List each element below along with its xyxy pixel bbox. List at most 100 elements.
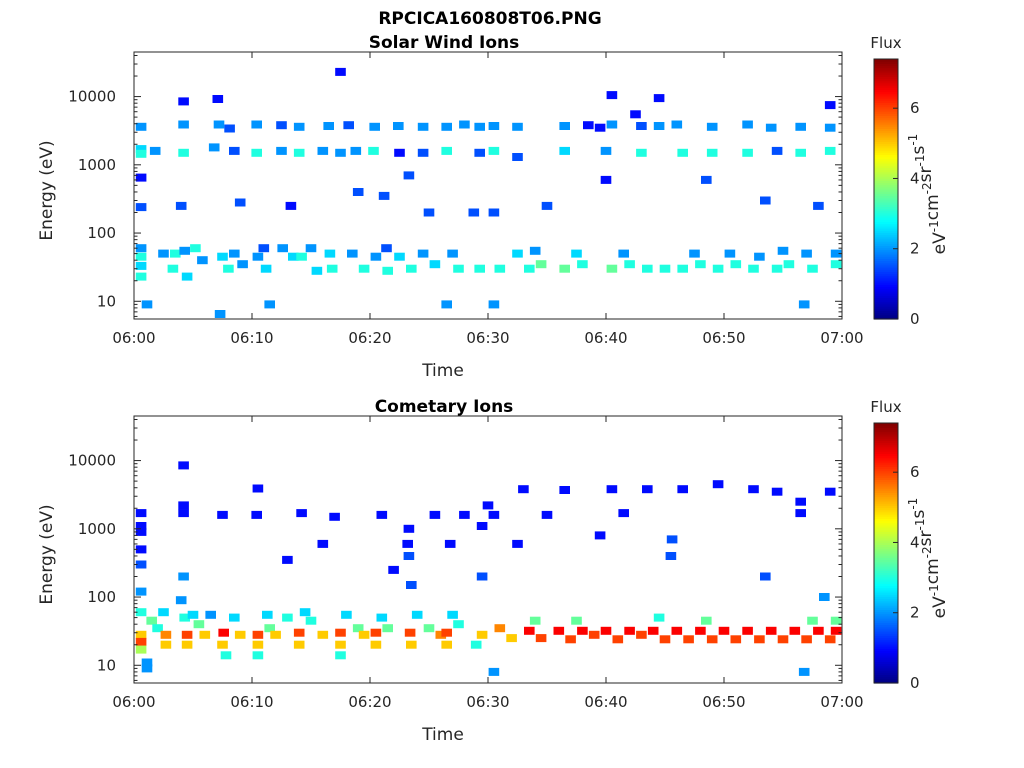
colorbar-gradient-slice (874, 518, 898, 522)
heatmap-cell (636, 122, 647, 130)
heatmap-cell (665, 552, 677, 560)
heatmap-cell (583, 121, 594, 130)
heatmap-cell (234, 198, 246, 207)
colorbar-gradient-slice (874, 100, 898, 103)
colorbar-gradient-slice (874, 284, 898, 288)
colorbar-gradient-slice (874, 74, 898, 77)
colorbar-gradient-slice (874, 61, 898, 64)
colorbar-tick-label: 4 (910, 169, 920, 187)
colorbar-gradient-slice (874, 316, 898, 320)
heatmap-cell (218, 628, 229, 637)
colorbar-gradient-slice (874, 93, 898, 97)
colorbar-gradient-slice (874, 583, 898, 587)
colorbar-gradient-slice (874, 592, 898, 595)
heatmap-cell (237, 260, 248, 269)
heatmap-cell (376, 510, 388, 519)
colorbar-gradient-slice (874, 124, 898, 127)
colorbar-gradient-slice (874, 572, 898, 576)
heatmap-cell (205, 610, 216, 619)
colorbar-gradient-slice (874, 236, 898, 240)
heatmap-cell (830, 616, 842, 625)
units-base: cm (923, 558, 943, 584)
colorbar-gradient-slice (874, 113, 898, 116)
heatmap-cell (341, 610, 352, 619)
heatmap-cell (813, 626, 824, 635)
heatmap-cell (393, 122, 404, 130)
colorbar-gradient-slice (874, 533, 898, 537)
colorbar-gradient-slice (874, 457, 898, 461)
colorbar-gradient-slice (874, 429, 898, 433)
colorbar-gradient-slice (874, 134, 898, 138)
colorbar-gradient-slice (874, 87, 898, 90)
colorbar-tick-label: 2 (910, 240, 920, 258)
colorbar-gradient-slice (874, 178, 898, 181)
heatmap-cell (524, 264, 535, 273)
heatmap-cell (324, 249, 336, 258)
heatmap-cell (606, 264, 618, 273)
heatmap-cell (335, 651, 346, 660)
colorbar-gradient-slice (874, 275, 898, 279)
colorbar-gradient-slice (874, 431, 898, 435)
units-superscript: -1 (913, 155, 927, 167)
colorbar-gradient-slice (874, 215, 898, 218)
heatmap-cell (447, 610, 458, 619)
colorbar-gradient-slice (874, 141, 898, 145)
colorbar-gradient-slice (874, 477, 898, 480)
colorbar-gradient-slice (874, 69, 898, 73)
colorbar-gradient-slice (874, 306, 898, 309)
heatmap-cell (149, 146, 161, 155)
heatmap-cell (135, 145, 147, 154)
units-base: s (909, 146, 929, 155)
y-axis-label: Energy (eV) (37, 504, 57, 604)
heatmap-cell (135, 252, 147, 261)
colorbar-gradient-slice (874, 280, 898, 283)
heatmap-cell (160, 630, 172, 639)
heatmap-cell (352, 188, 364, 196)
colorbar-gradient-slice (874, 602, 898, 606)
colorbar-gradient-slice (874, 165, 898, 168)
colorbar-gradient-slice (874, 108, 898, 112)
heatmap-cell (317, 539, 329, 548)
colorbar-gradient-slice (874, 228, 898, 231)
heatmap-cell (423, 624, 435, 633)
heatmap-cell (588, 630, 600, 639)
heatmap-cell (181, 630, 193, 639)
heatmap-cell (178, 97, 189, 106)
heatmap-cell (220, 651, 232, 660)
heatmap-cell (441, 640, 452, 649)
colorbar-gradient-slice (874, 529, 898, 532)
x-tick-label: 06:20 (348, 329, 391, 347)
heatmap-cell (178, 461, 189, 470)
heatmap-cell (350, 146, 362, 155)
colorbar-gradient-slice (874, 652, 898, 656)
heatmap-cell (135, 203, 147, 212)
colorbar-gradient-slice (874, 256, 898, 259)
colorbar-gradient-slice (874, 507, 898, 511)
heatmap-cell (712, 264, 724, 273)
heatmap-cell (529, 616, 541, 625)
colorbar-gradient-slice (874, 193, 898, 197)
x-tick-label: 07:00 (820, 693, 863, 711)
colorbar-gradient-slice (874, 156, 898, 160)
heatmap-cell (347, 249, 358, 258)
heatmap-cell (335, 148, 346, 157)
colorbar-gradient-slice (874, 600, 898, 604)
colorbar-gradient-slice (874, 557, 898, 561)
units-superscript: -1 (906, 498, 920, 510)
heatmap-cell (807, 264, 818, 273)
colorbar-gradient-slice (874, 563, 898, 567)
colorbar-gradient-slice (874, 249, 898, 253)
heatmap-cell (376, 613, 388, 622)
colorbar-tick-label: 2 (910, 604, 920, 622)
colorbar-gradient-slice (874, 462, 898, 465)
heatmap-cell (317, 630, 329, 639)
heatmap-cell (282, 613, 293, 622)
colorbar-gradient-slice (874, 661, 898, 665)
y-tick-label: 10 (97, 656, 116, 674)
units-base: s (909, 510, 929, 519)
colorbar-gradient-slice (874, 271, 898, 275)
heatmap-cell (748, 264, 759, 273)
heatmap-cell (335, 628, 346, 637)
heatmap-cell (459, 510, 470, 519)
heatmap-cell (653, 122, 665, 130)
